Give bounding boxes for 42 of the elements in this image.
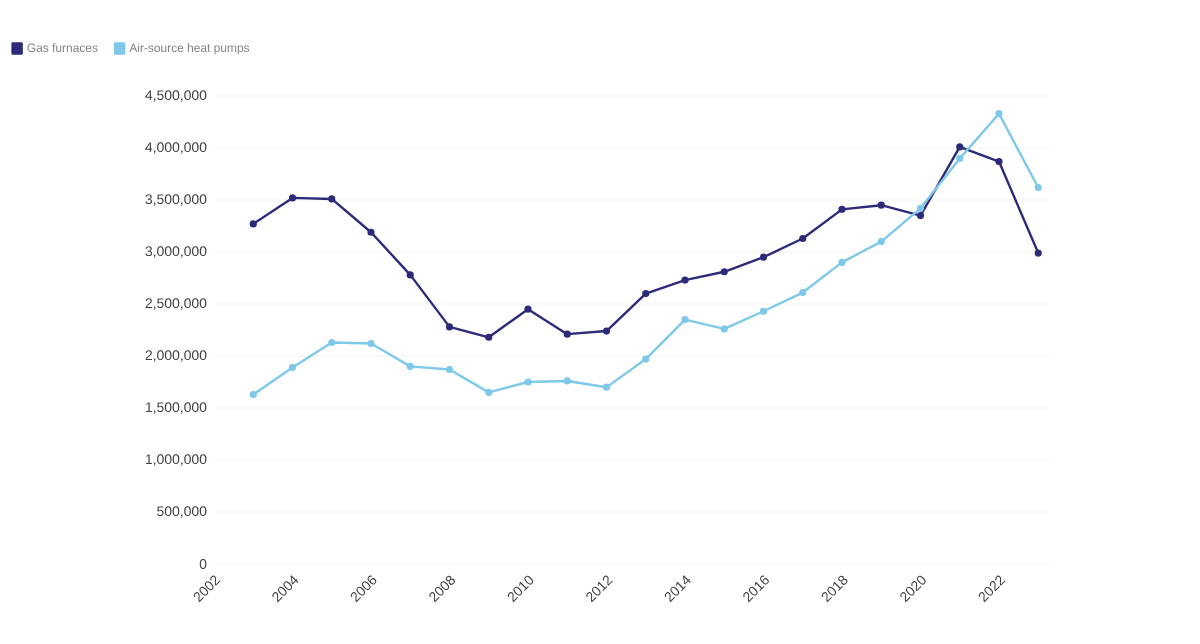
point	[956, 154, 964, 162]
point	[1034, 183, 1042, 192]
point	[328, 195, 336, 203]
point	[367, 339, 375, 348]
point	[1034, 249, 1042, 257]
point	[877, 238, 885, 246]
point	[445, 365, 454, 374]
point	[445, 323, 454, 331]
point	[524, 378, 532, 386]
point	[406, 271, 414, 279]
point	[759, 307, 768, 315]
point	[916, 212, 925, 220]
point	[602, 327, 611, 335]
point	[406, 362, 414, 370]
point	[759, 253, 768, 261]
point	[838, 205, 846, 213]
point	[877, 201, 885, 209]
point	[838, 258, 846, 266]
point	[995, 157, 1003, 166]
point	[249, 390, 257, 399]
point	[799, 288, 807, 297]
point	[288, 194, 297, 202]
point	[563, 330, 571, 338]
point	[720, 268, 728, 276]
point	[681, 276, 689, 284]
point	[799, 234, 807, 243]
point	[485, 388, 493, 396]
point	[681, 316, 689, 324]
point	[916, 204, 925, 212]
point	[642, 355, 650, 363]
point	[642, 290, 650, 298]
point	[720, 325, 728, 333]
point	[524, 305, 532, 313]
point	[328, 338, 336, 347]
point	[956, 143, 964, 151]
point	[249, 220, 257, 228]
point	[563, 377, 571, 385]
point	[995, 110, 1003, 118]
point	[367, 228, 375, 236]
point	[602, 383, 611, 391]
point	[288, 363, 297, 372]
point	[485, 333, 493, 341]
